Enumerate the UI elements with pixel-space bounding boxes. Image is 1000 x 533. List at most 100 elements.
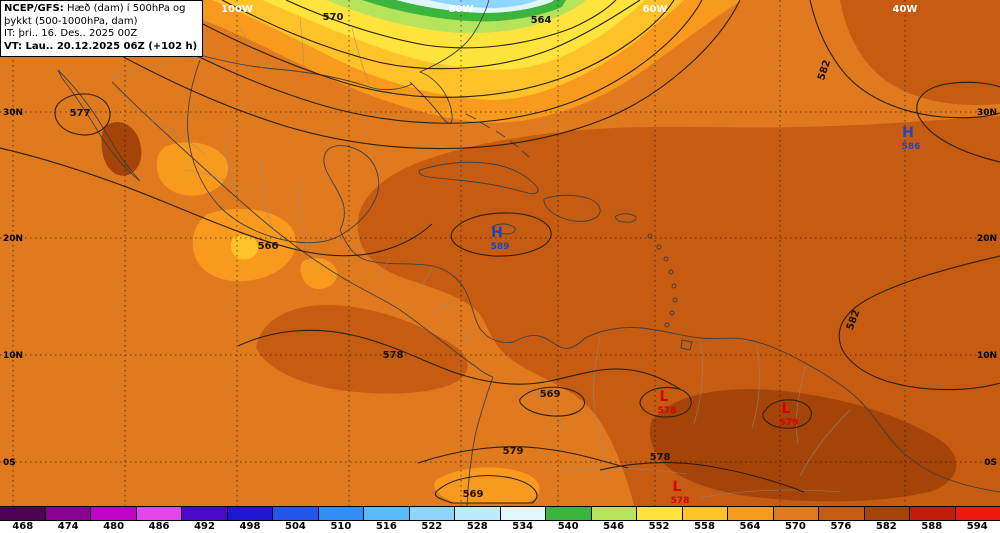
colorbar-tick-552: 552 <box>648 521 670 533</box>
colorbar-tick-480: 480 <box>103 521 125 533</box>
colorbar-tick-492: 492 <box>194 521 215 533</box>
island-hispaniola <box>543 194 601 222</box>
contour-582-top <box>809 0 1000 119</box>
borders-central-america <box>348 243 473 345</box>
pressure-center-value-589: 589 <box>491 242 510 252</box>
fill-band-576-582-corner <box>840 0 1000 105</box>
colorbar-cell-570 <box>772 507 818 520</box>
colorbar-cell-564 <box>727 507 773 520</box>
colorbar-cell-492 <box>181 507 227 520</box>
colorbar-cell-498 <box>226 507 272 520</box>
coastline-florida <box>409 0 490 124</box>
lat-label-left-20n: 20N <box>3 234 23 244</box>
contour-569-bottom-closed <box>434 475 538 504</box>
contour-value-label-579: 579 <box>503 446 524 457</box>
label-layer: 100W 80W 60W 40W 30N 30N 20N 20N 10N 10N 0S 0S 577 57… <box>3 4 997 506</box>
colorbar-cell-582 <box>863 507 909 520</box>
contour-577-closed <box>54 93 111 136</box>
colorbar-labels: 468 474 480 486 492 498 504 510 516 522 528 534 540 5… <box>0 520 1000 533</box>
contour-value-label-570: 570 <box>323 12 344 23</box>
colorbar-cell-510 <box>317 507 363 520</box>
coastline-mexico-gulf <box>187 59 380 244</box>
lat-label-left-30n: 30N <box>3 108 23 118</box>
island-antilles-8 <box>664 322 670 328</box>
fill-patch-mexico-1 <box>156 142 229 196</box>
colorbar-cell-534 <box>499 507 545 520</box>
lon-label-80w: 80W <box>449 4 474 15</box>
colorbar-cell-546 <box>590 507 636 520</box>
colorbar-cell-480 <box>90 507 136 520</box>
colorbar-tick-540: 540 <box>557 521 579 533</box>
lon-label-40w: 40W <box>893 4 918 15</box>
colorbar-cell-588 <box>909 507 955 520</box>
colorbar-cell-576 <box>818 507 864 520</box>
colorbar-cell-522 <box>408 507 454 520</box>
title-variable-text: Hæð (dam) í 500hPa og <box>63 3 186 14</box>
colorbar-tick-522: 522 <box>421 521 443 533</box>
colorbar-tick-588: 588 <box>921 521 943 533</box>
pressure-center-h: H <box>902 125 914 141</box>
title-line-1: NCEP/GFS: Hæð (dam) í 500hPa og <box>4 3 197 16</box>
coastline-central-america-caribbean <box>339 229 586 349</box>
contour-top-1 <box>285 0 617 49</box>
fill-band-576-582-pacific <box>256 304 468 394</box>
colorbar-tick-570: 570 <box>784 521 806 533</box>
pressure-center-l: L <box>782 401 791 417</box>
pressure-center-l: L <box>673 479 682 495</box>
pressure-center-value-578: 578 <box>658 406 677 416</box>
colorbar-tick-498: 498 <box>239 521 261 533</box>
valid-time-line: VT: Lau.. 20.12.2025 06Z (+102 h) <box>4 40 198 52</box>
island-trinidad <box>680 339 693 351</box>
lon-label-60w: 60W <box>643 4 668 15</box>
colorbar-tick-528: 528 <box>466 521 488 533</box>
contour-value-label-569: 569 <box>540 389 561 400</box>
colorbar-tick-576: 576 <box>830 521 852 533</box>
lat-label-left-0s: 0S <box>3 458 16 468</box>
colorbar-cell-594 <box>954 507 1000 520</box>
title-box: NCEP/GFS: Hæð (dam) í 500hPa og þykkt (5… <box>0 0 204 57</box>
lat-label-right-0s: 0S <box>984 458 997 468</box>
contour-578-southeast <box>599 461 805 493</box>
coastline-south-america-north <box>584 327 1000 493</box>
colorbar-cell-552 <box>636 507 682 520</box>
weather-map-canvas: 100W 80W 60W 40W 30N 30N 20N 20N 10N 10N 0S 0S 577 57… <box>0 0 1000 506</box>
colorbar-tick-546: 546 <box>603 521 625 533</box>
coastline-baja <box>57 69 141 182</box>
colorbar-tick-594: 594 <box>966 521 988 533</box>
colorbar-tick-486: 486 <box>148 521 170 533</box>
map-area: 100W 80W 60W 40W 30N 30N 20N 20N 10N 10N 0S 0S 577 57… <box>0 0 1000 506</box>
island-antilles-7 <box>669 310 675 316</box>
lat-label-right-10n: 10N <box>977 351 997 361</box>
island-antilles-3 <box>663 256 669 262</box>
island-antilles-6 <box>672 297 678 303</box>
borders-south-america <box>519 335 851 499</box>
fill-band-582-588-southamerica <box>650 389 957 502</box>
contour-569-closed <box>519 386 586 417</box>
island-antilles-4 <box>668 269 674 275</box>
island-jamaica <box>491 223 516 235</box>
colorbar-tick-474: 474 <box>57 521 79 533</box>
colorbar-cell-528 <box>454 507 500 520</box>
colorbar: 468 474 480 486 492 498 504 510 516 522 528 534 540 5… <box>0 506 1000 533</box>
colorbar-cell-486 <box>135 507 181 520</box>
thickness-fill-layer <box>0 0 1000 506</box>
contour-low-closed-2 <box>762 399 812 429</box>
contour-value-label-569: 569 <box>463 489 484 500</box>
contour-579 <box>417 446 629 469</box>
colorbar-cell-504 <box>272 507 318 520</box>
model-label: NCEP/GFS: <box>4 3 64 14</box>
grid-layer <box>0 0 1000 506</box>
coastline-pacific <box>111 81 494 378</box>
fill-patch-bottom-light <box>434 467 540 503</box>
fill-band-582-588-baja <box>101 121 142 176</box>
fill-band-522-528 <box>428 0 538 8</box>
colorbar-cell-558 <box>681 507 727 520</box>
island-antilles-2 <box>656 244 662 250</box>
border-us-mexico <box>109 57 201 80</box>
contour-566 <box>0 147 433 257</box>
contour-value-label-578: 578 <box>650 452 671 463</box>
lat-label-right-30n: 30N <box>977 108 997 118</box>
colorbar-tick-558: 558 <box>694 521 715 533</box>
init-time-line: IT: þri.. 16. Des.. 2025 00Z <box>4 28 138 39</box>
contour-value-label-578: 578 <box>383 350 404 361</box>
